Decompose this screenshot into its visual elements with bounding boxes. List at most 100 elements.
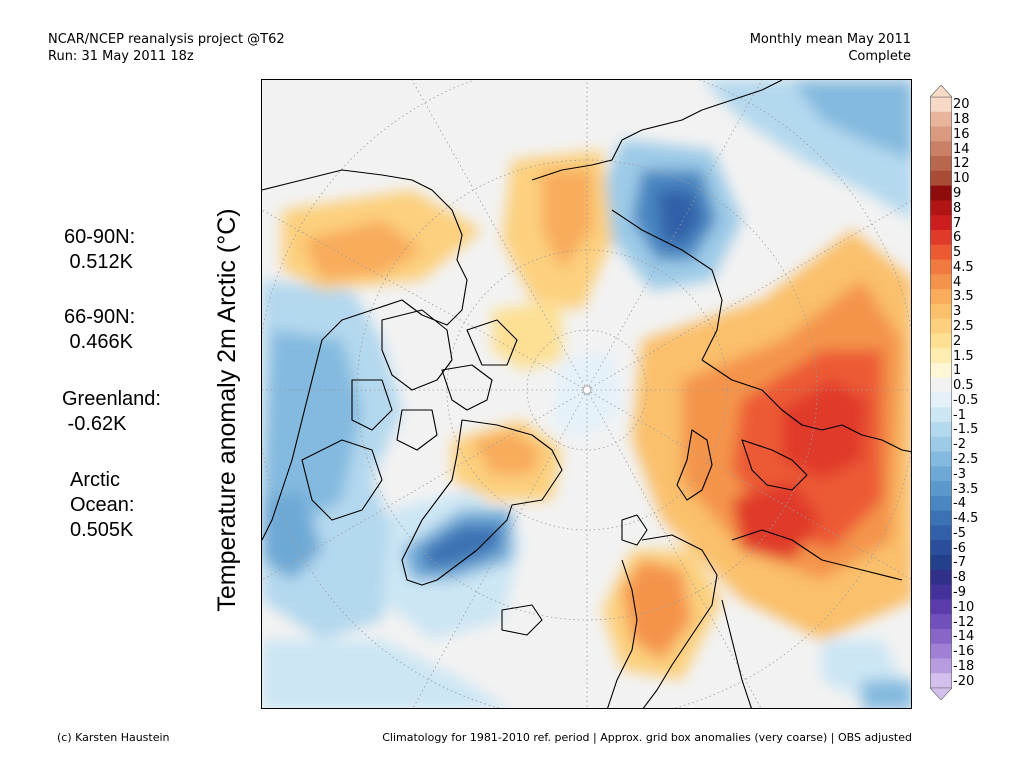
colorbar-tick-label: 3.5 (953, 289, 974, 305)
colorbar-tick-label: 3 (953, 304, 962, 320)
colorbar-tick-label: 8 (953, 200, 962, 216)
colorbar-swatch (930, 111, 952, 128)
stat-value: 0.505K (70, 519, 134, 541)
colorbar-tick-label: -1.5 (953, 422, 979, 438)
colorbar-swatch (930, 466, 952, 482)
colorbar-swatch (930, 422, 952, 438)
stat-60-90n: 60-90N: 0.512K (64, 225, 135, 275)
colorbar-tick-label: -2.5 (953, 451, 979, 467)
stat-arctic-ocean: Arctic Ocean: 0.505K (70, 468, 134, 543)
colorbar-swatch (930, 495, 952, 512)
colorbar-swatch (930, 599, 952, 615)
stat-label: Ocean: (70, 494, 135, 516)
colorbar-swatch (930, 392, 952, 408)
colorbar-swatch (930, 451, 952, 467)
colorbar-tick-label: -16 (953, 644, 975, 660)
colorbar-tick-label: 12 (953, 156, 970, 172)
colorbar-tick-label: -6 (953, 540, 966, 556)
header-left: NCAR/NCEP reanalysis project @T62 Run: 3… (48, 31, 285, 65)
colorbar-tick-label: 20 (953, 97, 970, 113)
colorbar-swatch (930, 481, 952, 497)
colorbar-swatch (930, 229, 952, 246)
colorbar-swatch (930, 628, 952, 645)
colorbar-tick-label: -10 (953, 599, 975, 615)
colorbar-tick-label: 10 (953, 171, 970, 187)
colorbar-swatch (930, 377, 952, 393)
stat-label: Greenland: (62, 388, 161, 410)
colorbar-swatch (930, 274, 952, 290)
colorbar-tick-label: 4.5 (953, 259, 974, 275)
colorbar-swatch (930, 215, 952, 231)
colorbar-tick-label: 1.5 (953, 348, 974, 364)
header-right: Monthly mean May 2011 Complete (750, 31, 911, 65)
colorbar-tick-label: 2.5 (953, 319, 974, 334)
colorbar-tick-label: -9 (953, 584, 966, 600)
colorbar-tick-label: -20 (953, 673, 975, 689)
colorbar-tick-label: 9 (953, 186, 962, 202)
stat-value: 0.512K (64, 251, 133, 273)
colorbar-swatch (930, 156, 952, 172)
stat-66-90n: 66-90N: 0.466K (64, 305, 135, 355)
colorbar-tick-label: -4 (953, 496, 966, 512)
colorbar-tick-label: 1 (953, 363, 962, 379)
footnote: Climatology for 1981-2010 ref. period | … (382, 731, 912, 744)
colorbar-swatch (930, 170, 952, 187)
colorbar-tick-label: 14 (953, 141, 970, 157)
colorbar-swatch (930, 244, 952, 261)
colorbar-swatch (930, 555, 952, 571)
colorbar-tick-label: 7 (953, 215, 962, 231)
colorbar-tick-label: -3 (953, 466, 966, 482)
colorbar-swatch (930, 97, 952, 113)
colorbar-tick-label: -18 (953, 658, 975, 674)
colorbar-swatch (930, 510, 952, 526)
colorbar-tick-label: -14 (953, 629, 975, 645)
colorbar-tick-label: 5 (953, 245, 962, 261)
colorbar-swatch (930, 348, 952, 364)
colorbar-swatch (930, 259, 952, 275)
colorbar-swatch (930, 126, 952, 142)
colorbar-tick-label: -2 (953, 437, 966, 453)
colorbar-tick-label: 2 (953, 333, 962, 349)
colorbar-swatch (930, 658, 952, 674)
colorbar-tick-label: 16 (953, 126, 970, 142)
model-title: NCAR/NCEP reanalysis project @T62 (48, 32, 285, 47)
colorbar-swatch (930, 673, 952, 689)
colorbar-swatch (930, 540, 952, 556)
stat-value: 0.466K (64, 331, 133, 353)
colorbar-swatch (930, 333, 952, 349)
status-text: Complete (848, 49, 911, 64)
credit: (c) Karsten Haustein (57, 731, 170, 744)
colorbar-swatch (930, 407, 952, 423)
period-title: Monthly mean May 2011 (749, 32, 911, 47)
stat-label: 66-90N: (64, 306, 136, 328)
colorbar-tick-label: 4 (953, 274, 962, 290)
colorbar-swatch (930, 289, 952, 305)
stat-label: Arctic (70, 469, 120, 491)
colorbar-swatch (930, 525, 952, 541)
colorbar-tick-label: -0.5 (953, 392, 979, 408)
colorbar-swatch (930, 200, 952, 216)
colorbar-tick-label: -5 (953, 525, 966, 541)
colorbar-tick-label: -1 (953, 407, 966, 423)
colorbar-swatch (930, 362, 952, 379)
run-time: Run: 31 May 2011 18z (48, 49, 194, 64)
stat-greenland: Greenland: -0.62K (62, 387, 161, 437)
colorbar-swatch (930, 303, 952, 320)
colorbar-tick-label: -4.5 (953, 511, 979, 527)
colorbar (930, 85, 952, 700)
colorbar-swatch (930, 436, 952, 453)
stat-value: -0.62K (62, 413, 127, 435)
colorbar-tick-label: 0.5 (953, 378, 974, 394)
colorbar-swatch (930, 185, 952, 201)
colorbar-tick-label: -7 (953, 555, 966, 571)
colorbar-tick-label: 6 (953, 230, 962, 246)
colorbar-swatch (930, 141, 952, 157)
colorbar-swatch (930, 318, 952, 334)
colorbar-swatch (930, 643, 952, 659)
colorbar-swatch (930, 569, 952, 586)
colorbar-tick-label: -3.5 (953, 481, 979, 497)
colorbar-swatch (930, 614, 952, 630)
colorbar-tick-label: -12 (953, 614, 975, 630)
stat-label: 60-90N: (64, 226, 136, 248)
colorbar-tick-label: -8 (953, 570, 966, 586)
